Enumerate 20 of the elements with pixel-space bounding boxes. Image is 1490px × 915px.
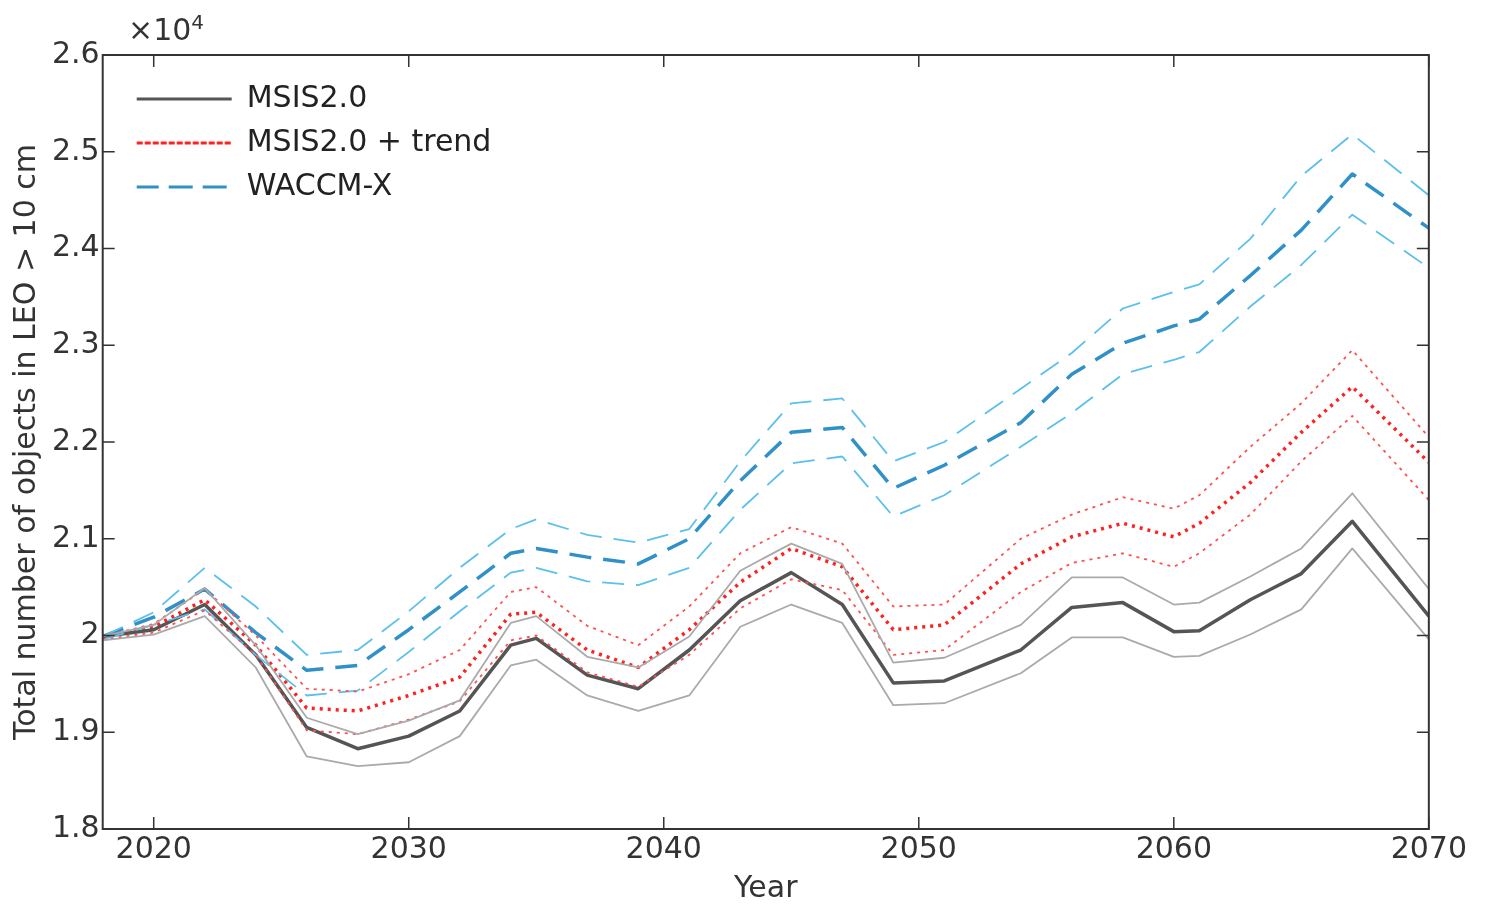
y-axis-title: Total number of objects in LEO > 10 cm: [6, 143, 42, 742]
y-tick-label: 1.8: [51, 808, 100, 844]
y-tick-label: 2.2: [51, 421, 100, 457]
x-axis-title: Year: [733, 868, 799, 904]
y-tick-label: 1.9: [51, 712, 100, 748]
text: ×10$^{4}$: [128, 10, 205, 47]
legend-label: MSIS2.0 + trend: [246, 122, 492, 158]
legend-label: WACCM-X: [246, 166, 393, 202]
x-tick-label: 2050: [880, 829, 957, 865]
y-tick-label: 2.6: [51, 34, 100, 70]
legend-label: MSIS2.0: [246, 78, 368, 114]
y-tick-label: 2: [80, 615, 100, 651]
x-tick-label: 2030: [370, 829, 447, 865]
y-tick-label: 2.4: [51, 228, 100, 264]
x-tick-label: 2020: [115, 829, 192, 865]
y-tick-label: 2.1: [51, 518, 100, 554]
x-tick-label: 2040: [625, 829, 702, 865]
y-tick-label: 2.3: [51, 325, 100, 361]
x-tick-label: 2060: [1135, 829, 1212, 865]
y-tick-label: 2.5: [51, 131, 100, 167]
